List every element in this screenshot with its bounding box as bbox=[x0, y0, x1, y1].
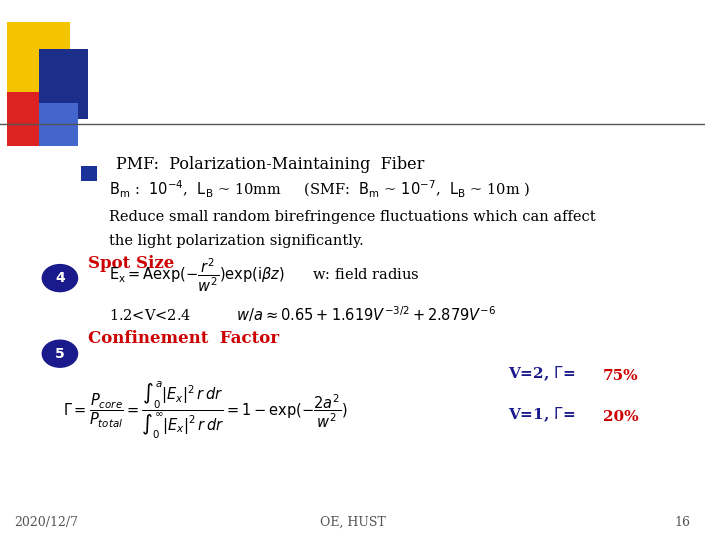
Text: Reduce small random birefringence fluctuations which can affect: Reduce small random birefringence fluctu… bbox=[109, 210, 596, 224]
Text: V=1, $\Gamma$=: V=1, $\Gamma$= bbox=[508, 406, 575, 424]
Text: Spot Size: Spot Size bbox=[88, 255, 174, 272]
Text: 4: 4 bbox=[55, 271, 65, 285]
Text: Confinement  Factor: Confinement Factor bbox=[88, 330, 279, 347]
Text: 75%: 75% bbox=[603, 369, 639, 383]
Text: 20%: 20% bbox=[603, 410, 639, 424]
Text: 16: 16 bbox=[675, 516, 690, 529]
Text: $\mathrm{E_x} = \mathrm{A}\exp(-\dfrac{r^2}{w^2})\exp(\mathrm{i}\beta z)$      w: $\mathrm{E_x} = \mathrm{A}\exp(-\dfrac{r… bbox=[109, 256, 420, 294]
Bar bbox=[81, 166, 96, 181]
Text: $\mathrm{B_m}$ :  $10^{-4}$,  $\mathrm{L_B}$ ~ 10mm     (SMF:  $\mathrm{B_m}$ ~ : $\mathrm{B_m}$ : $10^{-4}$, $\mathrm{L_B… bbox=[109, 179, 531, 200]
Text: V=2, $\Gamma$=: V=2, $\Gamma$= bbox=[508, 365, 575, 383]
Bar bbox=[39, 49, 88, 119]
Text: 2020/12/7: 2020/12/7 bbox=[14, 516, 78, 529]
Circle shape bbox=[42, 340, 78, 367]
Text: $\Gamma = \dfrac{P_{core}}{P_{total}} = \dfrac{\int_0^a |E_x|^2\, r\, dr}{\int_0: $\Gamma = \dfrac{P_{core}}{P_{total}} = … bbox=[63, 380, 348, 441]
Text: 5: 5 bbox=[55, 347, 65, 361]
Bar bbox=[7, 92, 56, 146]
Text: OE, HUST: OE, HUST bbox=[320, 516, 385, 529]
Bar bbox=[39, 103, 78, 146]
Text: PMF:  Polarization-Maintaining  Fiber: PMF: Polarization-Maintaining Fiber bbox=[117, 156, 425, 173]
Text: the light polarization significantly.: the light polarization significantly. bbox=[109, 234, 364, 248]
Circle shape bbox=[42, 265, 78, 292]
Text: 1.2<V<2.4          $w/a \approx 0.65 + 1.619V^{-3/2} + 2.879V^{-6}$: 1.2<V<2.4 $w/a \approx 0.65 + 1.619V^{-3… bbox=[109, 305, 497, 324]
Bar bbox=[7, 22, 71, 92]
